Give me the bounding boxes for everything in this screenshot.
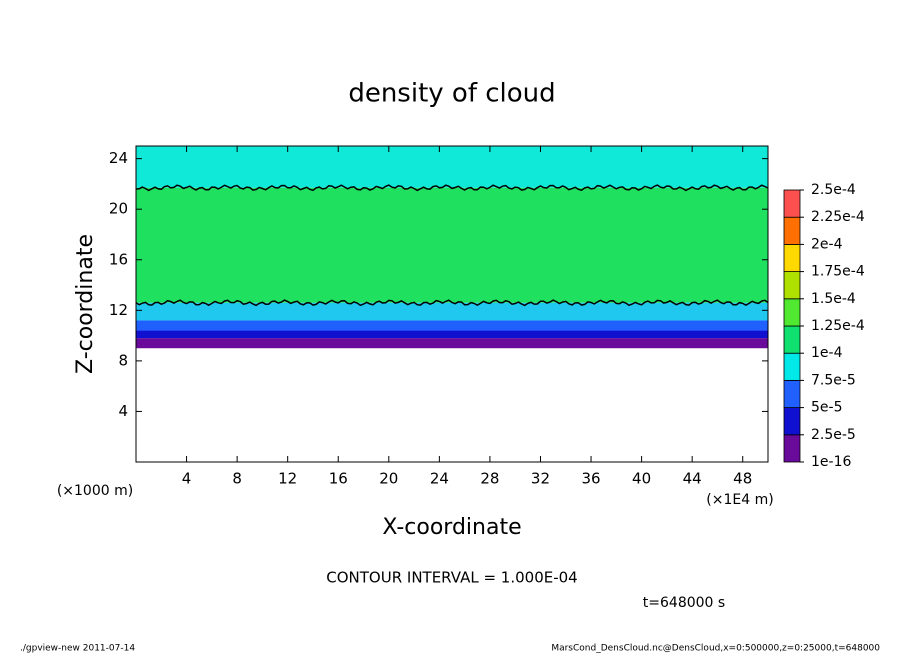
x-tick-label: 48 — [733, 470, 752, 488]
colorbar-box — [783, 298, 801, 327]
x-tick-label: 28 — [480, 470, 499, 488]
footer-left: ./gpview-new 2011-07-14 — [20, 644, 135, 654]
colorbar-box — [783, 243, 801, 272]
colorbar-label: 5e-5 — [811, 400, 842, 416]
colorbar-label: 1.75e-4 — [811, 264, 865, 280]
colorbar-label: 1.5e-4 — [811, 291, 856, 307]
chart-title: density of cloud — [348, 79, 555, 109]
colorbar-box — [783, 271, 801, 300]
colorbar-box — [783, 379, 801, 408]
x-tick-label: 44 — [683, 470, 702, 488]
y-unit: (×1000 m) — [57, 483, 133, 499]
colorbar-label: 7.5e-5 — [811, 372, 856, 388]
field-layer — [136, 187, 768, 303]
colorbar-box — [783, 189, 801, 218]
plot-frame — [135, 145, 769, 463]
x-tick-label: 24 — [430, 470, 449, 488]
x-tick-label: 32 — [531, 470, 550, 488]
x-tick-label: 40 — [632, 470, 651, 488]
x-tick-label: 12 — [278, 470, 297, 488]
colorbar-label: 1e-4 — [811, 345, 843, 361]
field-layer — [136, 338, 768, 349]
y-tick-label: 4 — [118, 402, 128, 420]
footer-right: MarsCond_DensCloud.nc@DensCloud,x=0:5000… — [551, 644, 880, 654]
x-tick-label: 36 — [581, 470, 600, 488]
y-tick-label: 8 — [118, 351, 128, 369]
colorbar-label: 2.5e-5 — [811, 427, 856, 443]
colorbar-box — [783, 434, 801, 463]
x-tick-label: 20 — [379, 470, 398, 488]
colorbar-box — [783, 352, 801, 381]
contour-line — [135, 184, 769, 192]
y-axis-label: Z-coordinate — [73, 234, 98, 374]
colorbar-label: 2.5e-4 — [811, 182, 856, 198]
x-tick-label: 4 — [182, 470, 192, 488]
x-axis-label: X-coordinate — [382, 515, 521, 540]
x-tick-label: 8 — [232, 470, 242, 488]
y-tick-label: 24 — [109, 149, 128, 167]
field-layer — [136, 146, 768, 188]
colorbar-box — [783, 216, 801, 245]
field-layer — [136, 330, 768, 339]
y-tick-label: 16 — [109, 250, 128, 268]
y-tick-label: 12 — [109, 301, 128, 319]
colorbar-box — [783, 325, 801, 354]
colorbar-label: 2e-4 — [811, 236, 843, 252]
contour-interval: CONTOUR INTERVAL = 1.000E-04 — [326, 569, 577, 587]
field-layer — [136, 302, 768, 321]
time-label: t=648000 s — [643, 595, 725, 611]
x-tick-label: 16 — [329, 470, 348, 488]
colorbar-label: 1e-16 — [811, 454, 851, 470]
field-layer — [136, 320, 768, 331]
colorbar-box — [783, 407, 801, 436]
colorbar-label: 1.25e-4 — [811, 318, 865, 334]
x-unit: (×1E4 m) — [706, 492, 773, 508]
colorbar-label: 2.25e-4 — [811, 209, 865, 225]
y-tick-label: 20 — [109, 200, 128, 218]
contour-line — [135, 299, 769, 307]
